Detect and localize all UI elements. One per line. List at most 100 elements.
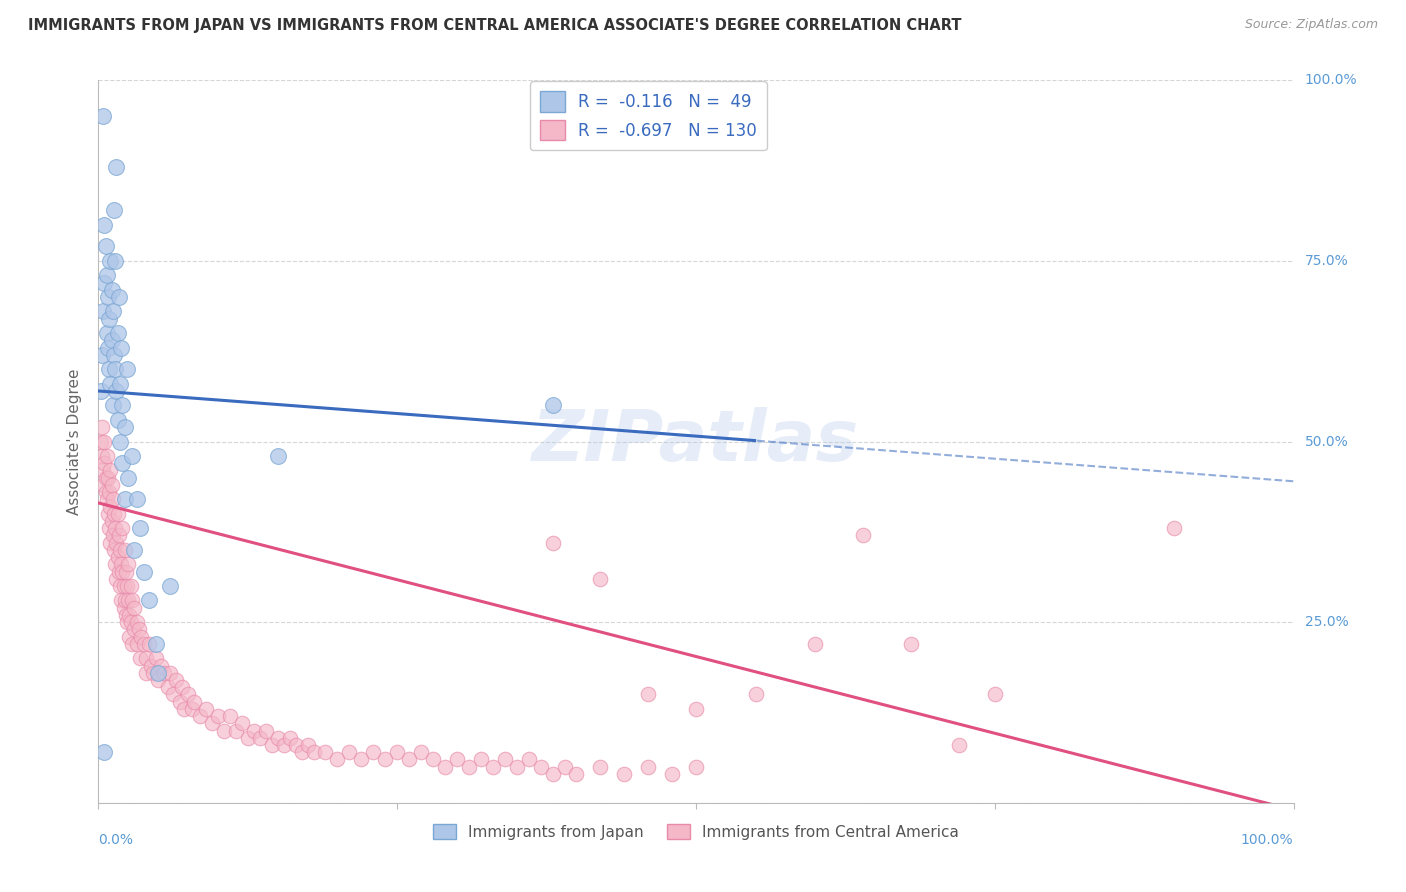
Point <box>517 752 540 766</box>
Point <box>398 752 420 766</box>
Point <box>104 521 127 535</box>
Point <box>948 738 970 752</box>
Point <box>613 767 636 781</box>
Point <box>554 760 576 774</box>
Point <box>108 579 131 593</box>
Point <box>114 492 136 507</box>
Point <box>107 565 129 579</box>
Point <box>98 500 122 514</box>
Point <box>98 463 122 477</box>
Point <box>90 384 112 398</box>
Point <box>145 637 167 651</box>
Point <box>105 535 128 549</box>
Point <box>201 716 224 731</box>
Point <box>115 615 138 630</box>
Point <box>91 449 114 463</box>
Point <box>125 492 148 507</box>
Point <box>90 434 112 449</box>
Point <box>111 456 134 470</box>
Point <box>685 702 707 716</box>
Point <box>637 760 659 774</box>
Point <box>101 528 124 542</box>
Point <box>128 623 150 637</box>
Point <box>112 579 135 593</box>
Point <box>446 752 468 766</box>
Point <box>135 651 157 665</box>
Point <box>104 362 127 376</box>
Point <box>118 607 141 622</box>
Point <box>541 535 564 549</box>
Point <box>98 376 122 391</box>
Point <box>121 593 143 607</box>
Point <box>105 572 128 586</box>
Point <box>91 304 114 318</box>
Point <box>111 398 134 412</box>
Point <box>326 752 349 766</box>
Point <box>138 593 160 607</box>
Point <box>411 745 433 759</box>
Point <box>661 767 683 781</box>
Point <box>97 341 120 355</box>
Point <box>236 731 259 745</box>
Point <box>530 760 553 774</box>
Point <box>103 348 125 362</box>
Point <box>108 542 131 557</box>
Point <box>180 702 202 716</box>
Point <box>100 283 122 297</box>
Point <box>96 326 118 340</box>
Point <box>745 687 768 701</box>
Point <box>93 218 115 232</box>
Point <box>207 709 229 723</box>
Point <box>94 239 117 253</box>
Point <box>103 507 125 521</box>
Point <box>107 528 129 542</box>
Point <box>98 521 121 535</box>
Point <box>470 752 492 766</box>
Point <box>212 723 235 738</box>
Point <box>984 687 1007 701</box>
Point <box>91 463 114 477</box>
Point <box>98 253 122 268</box>
Point <box>422 752 444 766</box>
Point <box>249 731 271 745</box>
Point <box>98 485 121 500</box>
Point <box>97 507 120 521</box>
Point <box>100 334 122 348</box>
Point <box>434 760 457 774</box>
Point <box>93 434 115 449</box>
Point <box>96 492 118 507</box>
Y-axis label: Associate's Degree: Associate's Degree <box>67 368 83 515</box>
Point <box>231 716 253 731</box>
Point <box>1163 521 1185 535</box>
Point <box>148 673 170 687</box>
Point <box>156 680 179 694</box>
Point <box>104 253 127 268</box>
Point <box>129 651 152 665</box>
Point <box>260 738 283 752</box>
Point <box>115 362 138 376</box>
Point <box>114 542 136 557</box>
Point <box>108 434 131 449</box>
Point <box>315 745 337 759</box>
Point <box>117 470 139 484</box>
Text: ZIPatlas: ZIPatlas <box>533 407 859 476</box>
Point <box>114 593 136 607</box>
Point <box>225 723 247 738</box>
Point <box>159 665 181 680</box>
Point <box>685 760 707 774</box>
Point <box>111 521 134 535</box>
Point <box>135 665 157 680</box>
Point <box>481 760 505 774</box>
Point <box>107 507 129 521</box>
Point <box>94 470 117 484</box>
Point <box>91 348 114 362</box>
Point <box>110 341 132 355</box>
Point <box>100 478 122 492</box>
Point <box>117 593 139 607</box>
Point <box>103 542 125 557</box>
Text: Source: ZipAtlas.com: Source: ZipAtlas.com <box>1244 18 1378 31</box>
Point <box>589 760 612 774</box>
Point <box>139 658 162 673</box>
Point <box>93 276 115 290</box>
Point <box>363 745 385 759</box>
